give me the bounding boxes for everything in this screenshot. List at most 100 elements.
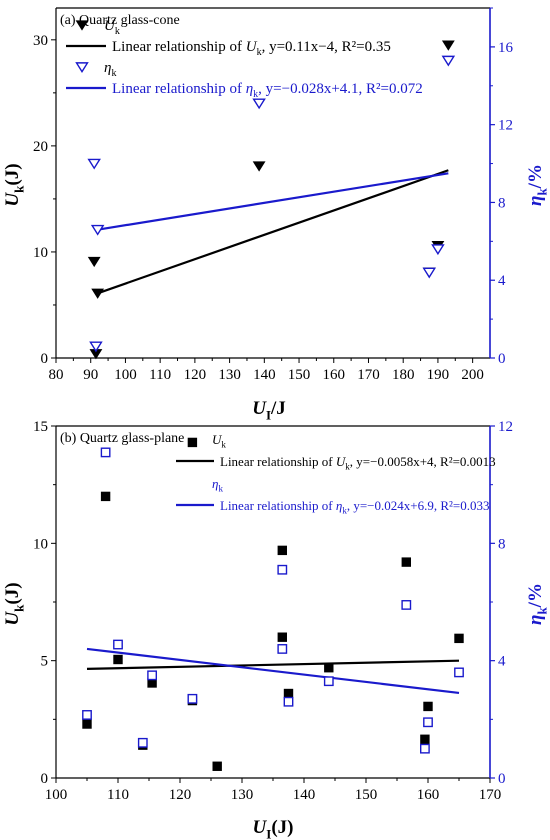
x-tick-label: 110: [107, 787, 129, 803]
data-point-1: [277, 632, 288, 642]
data-point-2: [420, 743, 430, 754]
data-point-2: [422, 267, 437, 279]
fit-line-1: [97, 169, 449, 295]
x-tick-label: 170: [479, 787, 502, 803]
data-point-1: [187, 437, 198, 448]
data-point-1: [82, 719, 92, 729]
x-tick-label: 140: [253, 367, 276, 383]
data-point-2: [87, 158, 101, 170]
legend-label: Linear relationship of ηk, y=−0.028x+4.1…: [112, 81, 423, 100]
x-tick-label: 200: [461, 367, 484, 383]
legend-label: Linear relationship of ηk, y=−0.024x+6.9…: [220, 498, 490, 516]
data-point-2: [252, 98, 266, 110]
data-point-1: [91, 288, 105, 299]
fit-line-2: [97, 172, 449, 231]
x-axis-label: UI(J): [253, 817, 294, 840]
data-point-2: [147, 670, 157, 681]
x-tick-label: 120: [169, 787, 192, 803]
data-point-1: [283, 688, 294, 699]
data-point-1: [252, 161, 266, 172]
chart-panel-1: 80 90 100 110 120 130 140 150 160 170 180 190 200010…: [2, 7, 549, 422]
data-point-2: [454, 667, 464, 678]
y-tick-label: 0: [41, 351, 49, 367]
y2-tick-label: 12: [498, 419, 513, 435]
data-point-2: [323, 676, 334, 687]
y2-tick-label: 12: [498, 118, 513, 134]
data-point-1: [113, 654, 123, 665]
x-tick-label: 100: [45, 787, 68, 803]
data-point-1: [454, 633, 464, 644]
x-tick-label: 90: [83, 367, 98, 383]
y2-tick-label: 8: [498, 195, 506, 211]
x-tick-label: 160: [417, 787, 440, 803]
legend-marker: [75, 62, 89, 73]
data-point-1: [277, 545, 288, 556]
data-point-2: [423, 717, 433, 728]
y2-tick-label: 0: [498, 771, 506, 787]
data-point-1: [401, 557, 412, 567]
data-point-2: [89, 341, 103, 353]
data-point-2: [187, 693, 198, 704]
x-tick-label: 80: [49, 367, 64, 383]
x-tick-label: 170: [357, 367, 380, 383]
y2-axis-label: ηk/%: [525, 164, 549, 206]
data-point-2: [82, 710, 92, 720]
x-tick-label: 120: [184, 367, 207, 383]
y2-tick-label: 0: [498, 351, 506, 367]
y2-axis-label: ηk/%: [525, 583, 549, 625]
x-tick-label: 180: [392, 367, 415, 383]
y2-tick-label: 16: [498, 40, 514, 56]
y-tick-label: 10: [33, 536, 48, 552]
data-point-1: [87, 256, 101, 268]
y-tick-label: 0: [41, 771, 49, 787]
data-point-2: [100, 447, 111, 458]
legend-label: ηk: [104, 60, 116, 79]
x-tick-label: 140: [293, 787, 316, 803]
data-point-2: [431, 244, 445, 256]
data-point-1: [212, 761, 222, 771]
data-point-2: [90, 224, 105, 236]
x-tick-label: 130: [231, 787, 254, 803]
panel-label: (b) Quartz glass-plane: [60, 431, 184, 446]
x-tick-label: 100: [114, 367, 137, 383]
data-point-1: [423, 701, 433, 712]
legend-marker: [75, 20, 89, 31]
legend-label: Linear relationship of Uk, y=−0.0058x+4,…: [220, 454, 496, 472]
data-point-2: [401, 600, 412, 610]
legend-label: ηk: [212, 476, 223, 494]
chart-panel-2: 100 110 120 130 140 150 160 17005101504812UI(J)…: [2, 419, 549, 840]
x-tick-label: 150: [355, 787, 378, 803]
y-tick-label: 30: [33, 33, 48, 49]
x-tick-label: 160: [323, 367, 346, 383]
x-tick-label: 190: [427, 367, 450, 383]
y2-tick-label: 4: [498, 273, 506, 289]
legend-label: Linear relationship of Uk, y=0.11x−4, R²…: [112, 39, 391, 58]
y-axis-label: Uk(J): [2, 163, 26, 206]
data-point-2: [113, 639, 123, 650]
legend-label: Uk: [104, 18, 120, 37]
data-point-2: [283, 696, 294, 707]
x-tick-label: 110: [149, 367, 171, 383]
y-tick-label: 15: [33, 419, 48, 435]
y-tick-label: 20: [33, 139, 48, 155]
legend-label: Uk: [212, 432, 226, 450]
x-tick-label: 150: [288, 367, 311, 383]
y-tick-label: 10: [33, 245, 48, 261]
data-point-2: [277, 644, 288, 654]
x-axis-label: UI/J: [252, 398, 286, 422]
data-point-1: [420, 734, 430, 744]
y2-tick-label: 4: [498, 654, 506, 670]
x-tick-label: 130: [218, 367, 241, 383]
fit-line-2: [86, 647, 460, 695]
y-tick-label: 5: [41, 654, 49, 670]
data-point-1: [100, 491, 111, 502]
panel-label: (a) Quartz glass-cone: [60, 13, 180, 28]
data-point-2: [277, 564, 288, 575]
data-point-1: [324, 663, 334, 673]
data-point-2: [441, 55, 456, 67]
fit-line-1: [86, 659, 460, 670]
y-axis-label: Uk(J): [2, 582, 26, 625]
data-point-1: [441, 40, 455, 51]
data-point-2: [137, 737, 148, 748]
